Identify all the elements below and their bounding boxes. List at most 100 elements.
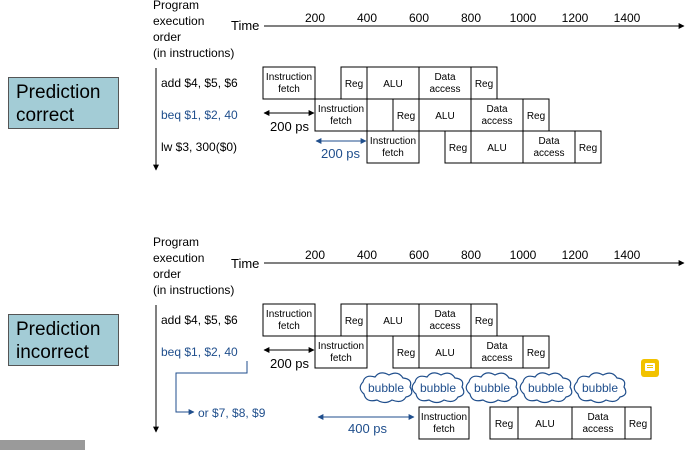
header-line: (in instructions) — [153, 46, 234, 60]
stage-label: Reg — [345, 79, 363, 90]
tick-label: 800 — [461, 11, 481, 25]
tick-label: 800 — [461, 248, 481, 262]
stage-reg — [470, 303, 498, 337]
comment-icon[interactable] — [641, 359, 659, 377]
stage-label: Instruction — [370, 136, 416, 147]
stage-label: Reg — [345, 316, 363, 327]
time-ticks: 200 400 600 800 1000 1200 1400 — [305, 248, 641, 262]
tick-label: 600 — [409, 248, 429, 262]
bubble-label: bubble — [474, 381, 510, 395]
bubble-label: bubble — [528, 381, 564, 395]
stage-label: ALU — [435, 348, 454, 359]
stage-label: ALU — [383, 79, 402, 90]
stage-label: Reg — [397, 111, 415, 122]
tick-label: 1000 — [510, 248, 537, 262]
stage-label: Reg — [449, 143, 467, 154]
stage-mem — [418, 66, 472, 100]
stage-reg — [624, 406, 652, 440]
panel-prediction-correct: Program execution order (in instructions… — [153, 0, 685, 171]
stage-reg — [522, 335, 550, 369]
gap-label: 400 ps — [348, 421, 388, 436]
stage-mem — [470, 335, 524, 369]
stage-fetch — [262, 303, 316, 337]
stage-reg — [340, 303, 368, 337]
stage-label: fetch — [278, 84, 300, 95]
stage-label: Reg — [629, 419, 647, 430]
pipeline-bubbles: bubble bubble bubble bubble bubble — [359, 372, 627, 404]
stage-label: fetch — [433, 424, 455, 435]
slide-footer-bar — [0, 440, 85, 450]
branch-redirect-arrow — [175, 361, 248, 415]
header-line: execution — [153, 251, 204, 265]
stage-alu — [366, 303, 420, 337]
stage-label: access — [582, 424, 613, 435]
stage-label: access — [533, 148, 564, 159]
header-line: Program — [153, 235, 199, 249]
stage-label: Reg — [397, 348, 415, 359]
stage-label: Data — [587, 412, 609, 423]
stage-mem — [571, 406, 626, 440]
stage-label: Instruction — [318, 104, 364, 115]
stage-label: Data — [486, 104, 508, 115]
instruction-label: lw $3, 300($0) — [161, 140, 237, 154]
bubble-label: bubble — [582, 381, 618, 395]
prediction-line: incorrect — [16, 342, 89, 363]
stage-label: Reg — [475, 316, 493, 327]
pipeline-row: Instruction fetch Reg ALU Data access Re… — [262, 66, 498, 100]
bubble-label: bubble — [368, 381, 404, 395]
tick-label: 400 — [357, 248, 377, 262]
stage-reg — [574, 130, 602, 164]
time-label: Time — [231, 256, 259, 271]
pipeline-row: Instruction fetch Reg ALU Data access Re… — [418, 406, 652, 440]
header-line: (in instructions) — [153, 283, 234, 297]
header-line: order — [153, 30, 181, 44]
stage-label: Instruction — [266, 72, 312, 83]
stage-alu — [418, 335, 472, 369]
stage-fetch — [366, 130, 420, 164]
stage-reg — [444, 130, 472, 164]
svg-text:Program execution: Program execution order (in instructions… — [153, 0, 234, 60]
prediction-line: correct — [16, 105, 75, 126]
stage-label: ALU — [435, 111, 454, 122]
stage-label: Instruction — [266, 309, 312, 320]
stage-label: Instruction — [318, 341, 364, 352]
stage-label: ALU — [487, 143, 506, 154]
panel-prediction-incorrect: Program execution order (in instructions… — [153, 235, 685, 440]
header-line: execution — [153, 14, 204, 28]
stage-label: Data — [538, 136, 560, 147]
stage-label: fetch — [330, 353, 352, 364]
prediction-incorrect-label: Prediction incorrect — [8, 314, 119, 366]
tick-label: 1200 — [562, 248, 589, 262]
pipeline-row: Instruction fetch Reg ALU Data access Re… — [314, 335, 550, 369]
pipeline-row: Instruction fetch Reg ALU Data access Re… — [366, 130, 602, 164]
tick-label: 200 — [305, 248, 325, 262]
time-label: Time — [231, 18, 259, 33]
stage-label: access — [481, 116, 512, 127]
gap-label: 200 ps — [270, 356, 310, 371]
pipeline-row: Instruction fetch Reg ALU Data access Re… — [262, 303, 498, 337]
stage-label: fetch — [278, 321, 300, 332]
instruction-label: add $4, $5, $6 — [161, 313, 238, 327]
stage-label: Data — [486, 341, 508, 352]
prediction-correct-label: Prediction correct — [8, 77, 119, 129]
stage-reg — [489, 406, 519, 440]
stage-label: Data — [434, 72, 456, 83]
bubble-cloud: bubble — [465, 372, 519, 404]
header-line: order — [153, 267, 181, 281]
stage-label: ALU — [535, 419, 554, 430]
tick-label: 1400 — [614, 11, 641, 25]
stage-fetch — [418, 406, 470, 440]
stage-alu — [366, 66, 420, 100]
svg-text:Program execution: Program execution order (in instructions… — [153, 235, 234, 297]
stage-label: Data — [434, 309, 456, 320]
stage-label: access — [481, 353, 512, 364]
stage-label: Reg — [527, 111, 545, 122]
stage-reg — [470, 66, 498, 100]
stage-label: Reg — [579, 143, 597, 154]
stage-label: Reg — [527, 348, 545, 359]
header-line: Program — [153, 0, 199, 12]
stage-fetch — [262, 66, 316, 100]
tick-label: 400 — [357, 11, 377, 25]
instruction-label: add $4, $5, $6 — [161, 76, 238, 90]
